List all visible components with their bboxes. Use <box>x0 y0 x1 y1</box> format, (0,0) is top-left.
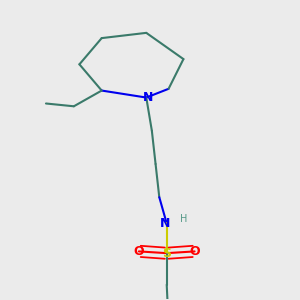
Text: O: O <box>134 245 144 258</box>
Text: O: O <box>189 245 200 258</box>
Text: N: N <box>160 217 170 230</box>
Text: N: N <box>143 91 153 104</box>
Text: S: S <box>162 247 171 260</box>
Text: H: H <box>180 214 187 224</box>
